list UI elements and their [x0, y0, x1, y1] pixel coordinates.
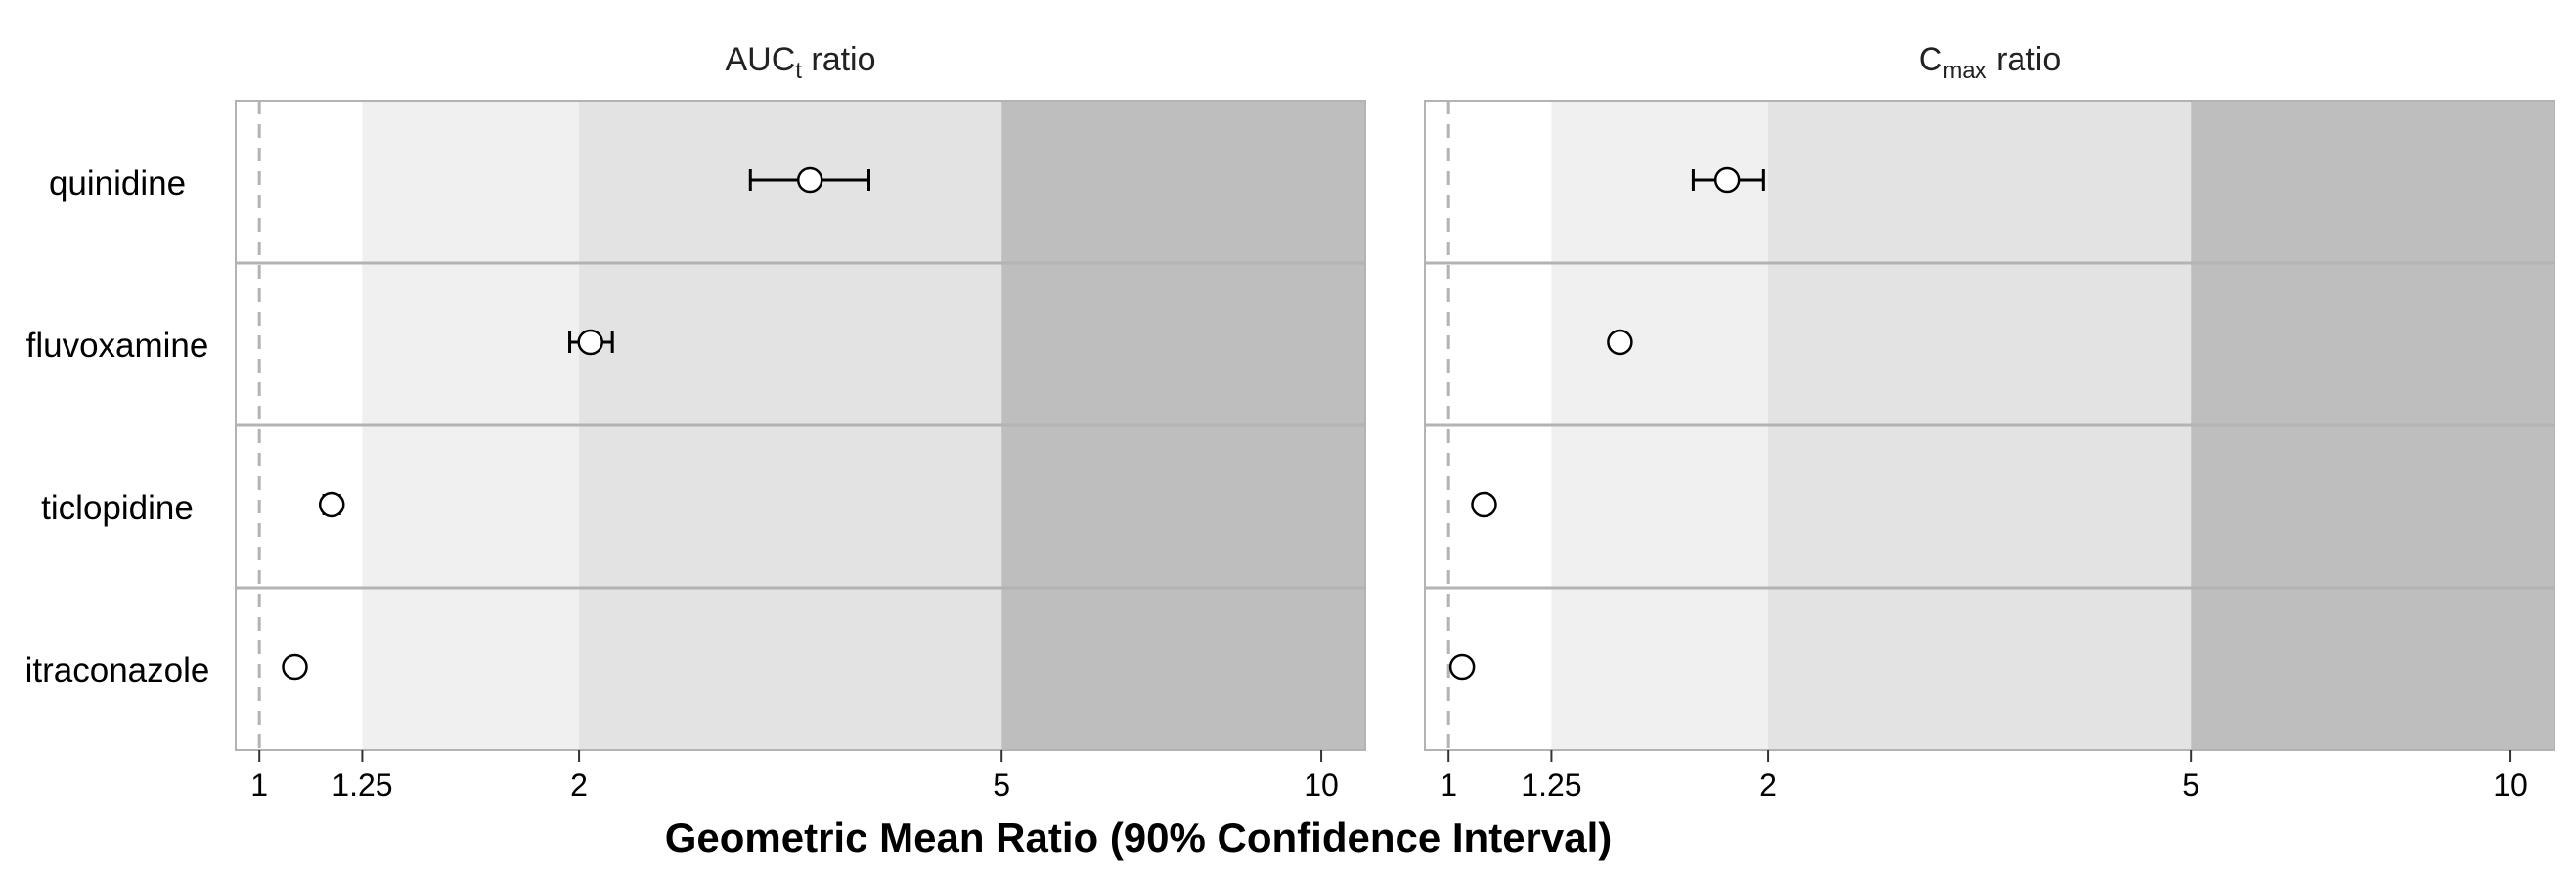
data-point-quinidine	[1691, 166, 1765, 194]
data-point-ticlopidine	[1471, 491, 1497, 518]
panels-layer: AUCt ratio 1 1.25 2 5 10 Cmax ratio 1 1.25 2 5 10	[235, 41, 2555, 803]
x-tick-label: 1.25	[1521, 768, 1581, 803]
row-label-itraconazole: itraconazole	[25, 651, 210, 689]
panel-title: Cmax ratio	[1919, 41, 2062, 84]
x-tick-label: 2	[1759, 768, 1777, 803]
x-tick-label: 10	[2493, 768, 2528, 803]
panel-border	[1424, 100, 2555, 751]
row-label-ticlopidine: ticlopidine	[41, 489, 194, 527]
row-label-fluvoxamine: fluvoxamine	[26, 327, 209, 365]
x-tick-label: 2	[570, 768, 588, 803]
data-point-fluvoxamine	[568, 329, 614, 356]
point-marker	[577, 329, 603, 356]
x-axis-label: Geometric Mean Ratio (90% Confidence Int…	[665, 815, 1613, 861]
data-point-fluvoxamine	[1607, 329, 1633, 356]
point-marker	[1448, 653, 1476, 681]
x-tick-label: 1.25	[332, 768, 392, 803]
point-marker	[1607, 329, 1633, 356]
x-tick-label: 5	[993, 768, 1010, 803]
point-marker	[1471, 491, 1497, 518]
data-point-ticlopidine	[318, 491, 345, 518]
panel-1: AUCt ratio 1 1.25 2 5 10	[235, 41, 1366, 803]
x-tick-label: 10	[1304, 768, 1339, 803]
x-tick-label: 1	[1440, 768, 1457, 803]
data-point-quinidine	[748, 166, 871, 194]
data-point-itraconazole	[1448, 653, 1476, 681]
point-marker	[318, 491, 345, 518]
point-marker	[282, 653, 308, 681]
data-point-itraconazole	[282, 653, 308, 681]
x-tick-label: 5	[2182, 768, 2199, 803]
row-label-quinidine: quinidine	[49, 164, 186, 202]
point-marker	[1713, 166, 1741, 194]
panel-2: Cmax ratio 1 1.25 2 5 10	[1424, 41, 2555, 803]
point-marker	[796, 166, 823, 194]
panel-title: AUCt ratio	[725, 41, 875, 84]
panel-border	[235, 100, 1366, 751]
x-tick-label: 1	[250, 768, 268, 803]
row-labels: quinidine fluvoxamine ticlopidine itraconaz…	[25, 164, 210, 689]
